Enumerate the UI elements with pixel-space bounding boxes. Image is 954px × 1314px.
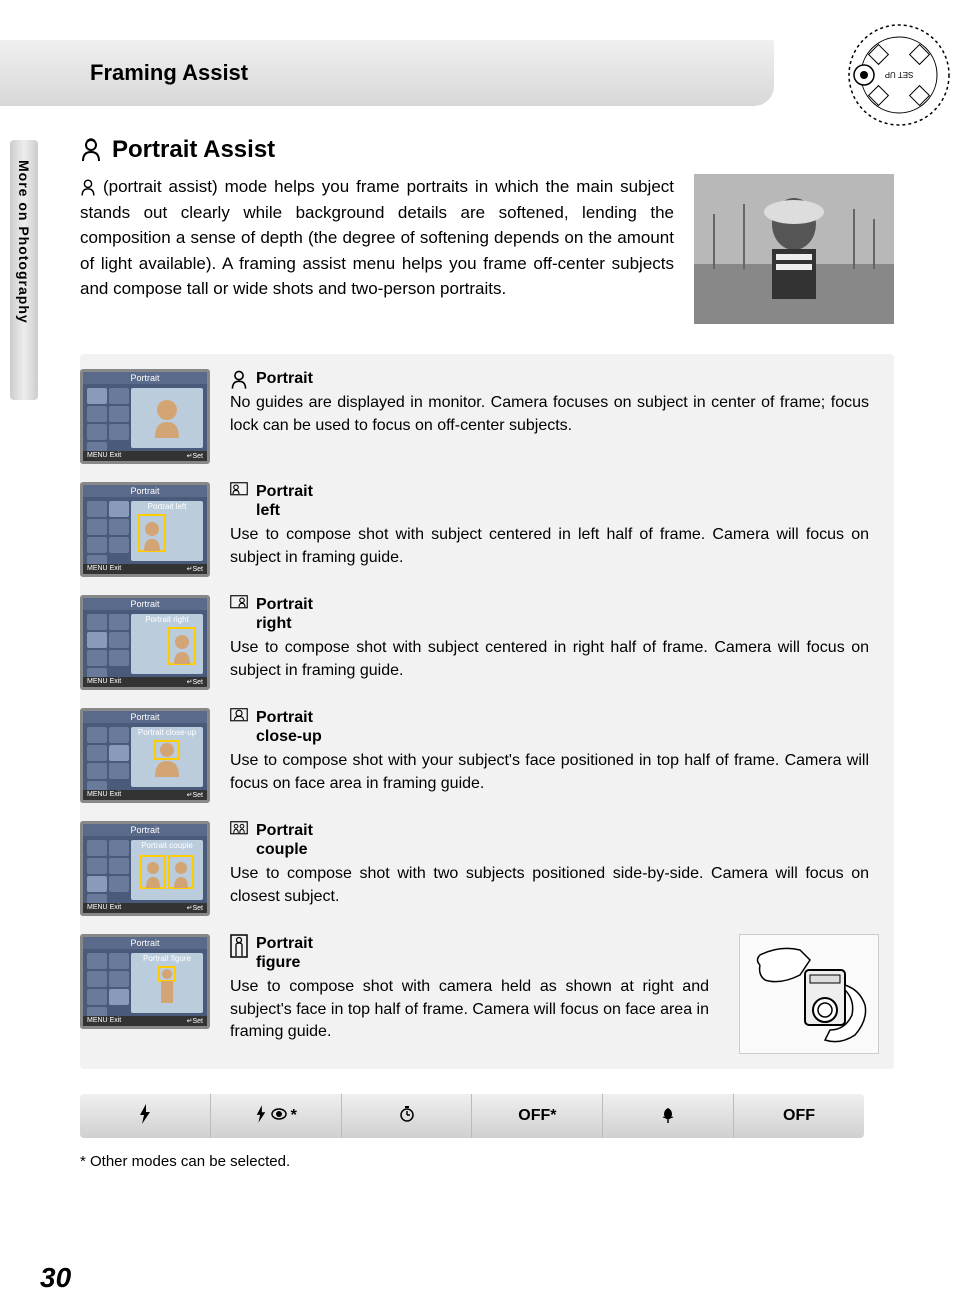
portrait-icon xyxy=(230,369,248,387)
page-number: 30 xyxy=(40,1262,71,1294)
timer-icon xyxy=(398,1105,416,1128)
lcd-thumb: Portrait MENU Exit↵Set xyxy=(80,369,210,464)
header-bar: Framing Assist xyxy=(0,40,774,106)
lcd-thumb: Portrait Portrait right MENU Exit↵Set xyxy=(80,595,210,690)
portrait-assist-icon xyxy=(80,137,102,163)
redeye-icon xyxy=(271,1107,287,1125)
macro-icon xyxy=(659,1105,677,1128)
mode-title: Portrait figure xyxy=(256,934,313,972)
intro-paragraph: (portrait assist) mode helps you frame p… xyxy=(80,174,674,324)
mode-title: Portrait couple xyxy=(256,821,313,859)
portrait-figure-icon xyxy=(230,934,248,952)
settings-flash-icon-cell xyxy=(80,1094,211,1138)
mode-row-portrait-closeup: Portrait Portrait close-up MENU Exit↵Set… xyxy=(80,708,879,803)
lcd-thumb: Portrait Portrait close-up MENU Exit↵Set xyxy=(80,708,210,803)
flash-icon xyxy=(138,1104,152,1129)
lcd-thumb: Portrait Portrait left MENU Exit↵Set xyxy=(80,482,210,577)
svg-text:SET UP: SET UP xyxy=(885,70,914,79)
portrait-icon-inline xyxy=(80,178,96,198)
mode-description: No guides are displayed in monitor. Came… xyxy=(230,392,869,437)
lcd-thumb: Portrait Portrait figure MENU Exit↵Set xyxy=(80,934,210,1029)
sample-photo xyxy=(694,174,894,324)
mode-description: Use to compose shot with subject centere… xyxy=(230,524,869,569)
portrait-couple-icon xyxy=(230,821,248,839)
settings-bar: * OFF* OFF xyxy=(80,1094,864,1138)
mode-description: Use to compose shot with camera held as … xyxy=(230,976,709,1043)
portrait-right-icon xyxy=(230,595,248,613)
mode-row-portrait-left: Portrait Portrait left MENU Exit↵Set Por… xyxy=(80,482,879,577)
mode-title: Portrait left xyxy=(256,482,313,520)
portrait-left-icon xyxy=(230,482,248,500)
side-tab-label: More on Photography xyxy=(16,160,32,324)
mode-row-portrait-couple: Portrait Portrait couple MENU Exit↵Set P… xyxy=(80,821,879,916)
mode-row-portrait-figure: Portrait Portrait figure MENU Exit↵Set P… xyxy=(80,934,879,1054)
lcd-thumb: Portrait Portrait couple MENU Exit↵Set xyxy=(80,821,210,916)
mode-dial-illustration: SET UP xyxy=(844,20,954,130)
mode-description: Use to compose shot with subject centere… xyxy=(230,637,869,682)
mode-title: Portrait right xyxy=(256,595,313,633)
settings-timer-icon-cell xyxy=(342,1094,473,1138)
modes-list: Portrait MENU Exit↵Set Portrait No guide… xyxy=(80,354,894,1069)
mode-row-portrait: Portrait MENU Exit↵Set Portrait No guide… xyxy=(80,369,879,464)
mode-row-portrait-right: Portrait Portrait right MENU Exit↵Set Po… xyxy=(80,595,879,690)
settings-macro-icon-cell xyxy=(603,1094,734,1138)
mode-title: Portrait xyxy=(256,369,313,388)
mode-description: Use to compose shot with two subjects po… xyxy=(230,863,869,908)
hand-camera-illustration xyxy=(739,934,879,1054)
section-title: Portrait Assist xyxy=(80,136,894,164)
page-title: Framing Assist xyxy=(90,60,754,86)
side-tab: More on Photography xyxy=(10,140,38,400)
footnote: * Other modes can be selected. xyxy=(80,1153,894,1170)
portrait-closeup-icon xyxy=(230,708,248,726)
section-title-text: Portrait Assist xyxy=(112,136,275,164)
mode-description: Use to compose shot with your subject's … xyxy=(230,750,869,795)
settings-timer-value-cell: OFF* xyxy=(472,1094,603,1138)
mode-title: Portrait close-up xyxy=(256,708,322,746)
settings-flash-value-cell: * xyxy=(211,1094,342,1138)
flash-icon xyxy=(255,1105,267,1128)
settings-macro-value-cell: OFF xyxy=(734,1094,864,1138)
